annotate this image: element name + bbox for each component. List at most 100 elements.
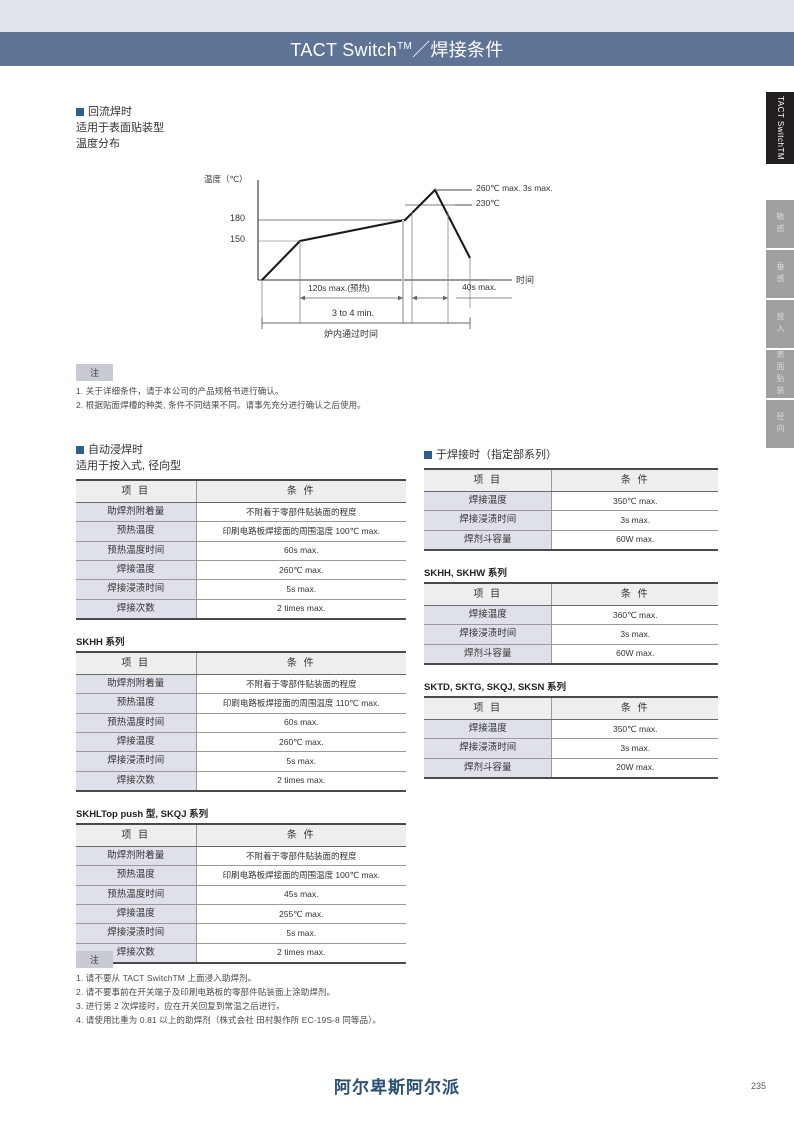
table-row: 焊接次数 2 times max. [76,770,406,792]
row-item: 焊接温度 [76,731,197,753]
row-value: 20W max. [551,757,718,779]
side-tab-suikan[interactable]: 垂感 [766,250,794,298]
row-value: 2 times max. [196,598,406,620]
table-row: 焊接浸渍时间 5s max. [76,923,406,944]
side-tab-label: TACT SwitchTM [776,96,785,160]
row-value: 5s max. [196,751,406,772]
row-value: 255℃ max. [196,904,406,925]
row-item: 预热温度时间 [76,540,197,561]
square-bullet-icon [76,108,84,116]
left-column: 自动浸焊时 适用于按入式, 径向型 项 目 条 件 助焊剂附着量 不附着于零部件… [76,443,406,978]
row-value: 3s max. [551,510,718,531]
row-item: 焊接浸渍时间 [424,510,553,531]
chart-dim-arrow-left [300,295,305,301]
note-badge: 注 [76,364,114,381]
row-value: 2 times max. [196,770,406,792]
chart-x-axis-label: 时间 [516,275,535,285]
trademark-symbol: TM [397,41,413,52]
table-row: 焊接温度 350℃ max. [424,718,718,740]
note-line: 2. 根据贴面焊槽的种类, 条件不同结果不同。请事先充分进行确认之后使用。 [76,400,366,411]
chart-annotation-preheat: 120s max.(预热) [308,283,370,293]
column-header-condition: 条 件 [551,582,718,606]
side-tab-anru[interactable]: 按入 [766,300,794,348]
row-item: 焊接温度 [424,490,553,512]
table-row: 焊剂斗容量 20W max. [424,757,718,779]
row-value: 不附着于零部件贴装面的程度 [196,845,406,867]
row-item: 助焊剂附着量 [76,673,197,695]
table-label-skhh-skhw: SKHH, SKHW 系列 [424,567,507,579]
table-row: 助焊剂附着量 不附着于零部件贴装面的程度 [76,673,406,695]
table-row: 焊接浸渍时间 3s max. [424,510,718,531]
chart-svg [257,180,512,329]
page-title: TACT SwitchTM／焊接条件 [290,36,503,62]
side-tab-radial[interactable]: 径向 [766,400,794,448]
row-item: 焊剂斗容量 [424,643,553,665]
row-value: 3s max. [551,738,718,759]
hand-soldering-heading-row: 于焊接时（指定部系列） [424,448,718,464]
row-value: 5s max. [196,923,406,944]
table-header-row: 项 目 条 件 [424,582,718,606]
table-block-hand-general: 项 目 条 件 焊接温度 350℃ max. 焊接浸渍时间 3s max. 焊剂… [424,467,718,551]
row-item: 助焊剂附着量 [76,501,197,523]
side-tab-label: 垂感 [776,262,785,286]
table-row: 预热温度时间 60s max. [76,712,406,733]
table-row: 焊接温度 255℃ max. [76,904,406,925]
chart-dim-arrow-left [412,295,417,301]
table-label-skhh: SKHH 系列 [76,636,125,648]
row-item: 焊接温度 [76,559,197,581]
row-item: 焊接浸渍时间 [424,624,553,645]
row-value: 印刷电路板焊接面的周围温度 100℃ max. [196,521,406,542]
column-header-condition: 条 件 [196,823,406,847]
chart-dim-arrow-right [443,295,448,301]
table-row: 焊接温度 360℃ max. [424,604,718,626]
note-line: 2. 请不要事前在开关端子及印刷电路板的零部件贴装面上涂助焊剂。 [76,987,336,998]
page-header-bar: TACT SwitchTM／焊接条件 [0,32,794,66]
column-header-item: 项 目 [424,468,553,492]
table-row: 焊接温度 350℃ max. [424,490,718,512]
side-tab-spacer [758,164,794,198]
reflow-heading-row: 回流焊时 [76,105,164,121]
row-item: 焊接温度 [424,718,553,740]
table-block-skhl-skqj: SKHLTop push 型, SKQJ 系列 项 目 条 件 助焊剂附着量 不… [76,806,406,965]
row-item: 焊接浸渍时间 [424,738,553,759]
row-value: 260℃ max. [196,731,406,753]
table-row: 焊接浸渍时间 5s max. [76,751,406,772]
row-item: 焊接浸渍时间 [76,923,197,944]
row-item: 预热温度时间 [76,712,197,733]
row-value: 60s max. [196,540,406,561]
table-header-row: 项 目 条 件 [76,823,406,847]
side-tab-minkan[interactable]: 敏感 [766,200,794,248]
row-value: 360℃ max. [551,604,718,626]
row-value: 350℃ max. [551,718,718,740]
conditions-table: 项 目 条 件 焊接温度 350℃ max. 焊接浸渍时间 3s max. 焊剂… [424,696,718,780]
page-title-main: TACT Switch [290,40,398,60]
note-line: 1. 请不要从 TACT SwitchTM 上面浸入助焊剂。 [76,973,257,983]
table-row: 焊接次数 2 times max. [76,942,406,964]
dip-soldering-heading: 自动浸焊时 [88,444,143,456]
side-tab-label: 表面贴装 [776,350,785,398]
column-header-condition: 条 件 [551,468,718,492]
table-row: 助焊剂附着量 不附着于零部件贴装面的程度 [76,501,406,523]
chart-ytick-150: 150 [230,234,246,244]
conditions-table: 项 目 条 件 焊接温度 350℃ max. 焊接浸渍时间 3s max. 焊剂… [424,467,718,551]
row-value: 印刷电路板焊接面的周围温度 100℃ max. [196,865,406,886]
footer-logo: 阿尔卑斯阿尔派 [334,1078,460,1097]
side-tab-smd[interactable]: 表面贴装 [766,350,794,398]
side-tab-label: 径向 [776,412,785,436]
table-block-skhh: SKHH 系列 项 目 条 件 助焊剂附着量 不附着于零部件贴装面的程度 预热温… [76,634,406,792]
row-value: 印刷电路板焊接面的周围温度 110℃ max. [196,693,406,714]
side-tab-tact-switch[interactable]: TACT SwitchTM [766,92,794,164]
table-row: 预热温度 印刷电路板焊接面的周围温度 100℃ max. [76,521,406,542]
table-header-row: 项 目 条 件 [76,651,406,675]
note-line: 1. 关于详细条件，请于本公司的产品规格书进行确认。 [76,386,284,396]
reflow-subline-2: 温度分布 [76,137,120,150]
row-item: 焊接次数 [76,598,197,620]
conditions-table: 项 目 条 件 焊接温度 360℃ max. 焊接浸渍时间 3s max. 焊剂… [424,581,718,665]
row-item: 焊接次数 [76,770,197,792]
square-bullet-icon [76,446,84,454]
column-header-condition: 条 件 [551,696,718,720]
row-item: 预热温度 [76,865,197,886]
row-value: 60s max. [196,712,406,733]
table-block-dip-general: 项 目 条 件 助焊剂附着量 不附着于零部件贴装面的程度 预热温度 印刷电路板焊… [76,478,406,620]
row-value: 不附着于零部件贴装面的程度 [196,501,406,523]
